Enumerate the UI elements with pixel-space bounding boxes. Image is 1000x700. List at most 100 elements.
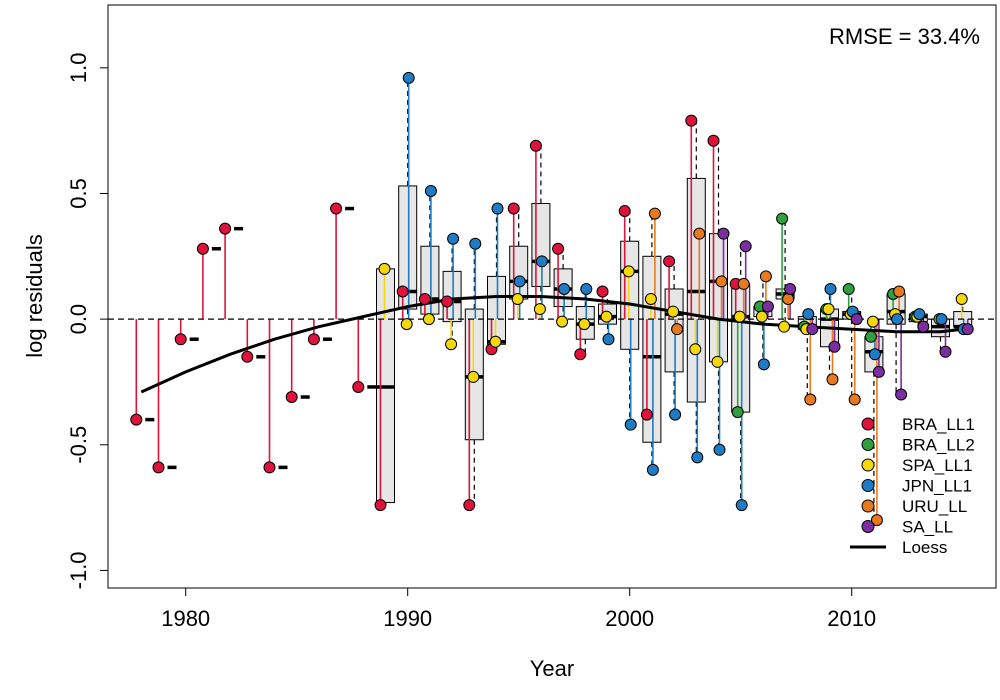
legend-marker: [861, 458, 875, 472]
data-point-uru_ll: [782, 293, 795, 306]
data-point-uru_ll: [893, 285, 906, 298]
data-point-uru_ll: [648, 207, 661, 220]
plot-area: [108, 71, 996, 527]
x-tick-label: 2000: [605, 606, 654, 631]
legend-label: SPA_LL1: [902, 456, 973, 475]
data-point-jpn_ll1: [735, 499, 748, 512]
data-point-jpn_ll1: [824, 282, 837, 295]
data-point-spa_ll1: [533, 303, 546, 316]
x-tick-label: 2010: [827, 606, 876, 631]
data-point-sa_ll: [917, 320, 930, 333]
data-point-spa_ll1: [467, 370, 480, 383]
y-axis-label: log residuals: [22, 234, 47, 358]
axes: 1980 1990 2000 2010 -1.0 -0.5 0.0 0.5 1.0: [66, 53, 876, 631]
legend-marker: [861, 520, 875, 533]
data-point-jpn_ll1: [802, 308, 815, 321]
data-point-bra_ll1: [241, 350, 254, 363]
data-point-bra_ll1: [330, 202, 343, 215]
data-point-uru_ll: [737, 277, 750, 290]
legend-label: BRA_LL2: [902, 436, 975, 455]
data-point-spa_ll1: [778, 320, 791, 333]
legend-label: JPN_LL1: [902, 477, 972, 496]
data-point-bra_ll1: [663, 255, 676, 268]
data-point-spa_ll1: [378, 262, 391, 275]
data-point-spa_ll1: [511, 293, 524, 306]
data-point-jpn_ll1: [669, 408, 682, 421]
x-axis-label: Year: [530, 656, 574, 681]
data-point-jpn_ll1: [624, 418, 637, 431]
x-tick-label: 1990: [383, 606, 432, 631]
legend-marker: [861, 499, 875, 513]
data-point-uru_ll: [804, 393, 817, 406]
data-point-bra_ll1: [307, 333, 320, 346]
data-point-jpn_ll1: [535, 255, 548, 268]
data-point-jpn_ll1: [558, 282, 571, 295]
y-tick-label: -1.0: [66, 551, 91, 589]
data-point-jpn_ll1: [913, 308, 926, 321]
data-point-spa_ll1: [622, 265, 635, 278]
data-point-bra_ll1: [552, 242, 565, 255]
data-point-spa_ll1: [822, 303, 835, 316]
data-point-spa_ll1: [556, 315, 569, 328]
loess-curve: [140, 295, 963, 394]
boxplot-box: [398, 185, 418, 310]
data-point-spa_ll1: [445, 338, 458, 351]
data-point-sa_ll: [850, 313, 863, 326]
boxplot-box: [487, 275, 506, 345]
data-point-bra_ll1: [707, 134, 720, 147]
data-point-bra_ll1: [374, 499, 387, 512]
y-tick-label: -0.5: [66, 426, 91, 464]
data-point-jpn_ll1: [713, 443, 726, 456]
legend-label: BRA_LL1: [902, 415, 975, 434]
data-point-jpn_ll1: [602, 333, 615, 346]
data-point-bra_ll1: [263, 461, 276, 474]
data-point-bra_ll1: [463, 499, 476, 512]
data-point-spa_ll1: [866, 315, 879, 328]
data-point-bra_ll1: [196, 242, 209, 255]
data-point-spa_ll1: [667, 305, 680, 318]
y-tick-label: 1.0: [66, 53, 91, 84]
boxplot-box: [620, 240, 640, 350]
data-point-jpn_ll1: [580, 282, 593, 295]
data-point-uru_ll: [715, 275, 728, 288]
data-point-uru_ll: [693, 227, 706, 240]
data-point-spa_ll1: [689, 343, 702, 356]
data-point-jpn_ll1: [469, 237, 482, 250]
data-point-bra_ll1: [529, 139, 542, 152]
legend-marker: [861, 438, 875, 451]
data-point-bra_ll2: [864, 330, 877, 343]
data-point-jpn_ll1: [891, 313, 904, 326]
data-point-uru_ll: [826, 373, 839, 386]
data-point-bra_ll1: [130, 413, 143, 426]
data-point-jpn_ll1: [513, 275, 526, 288]
data-point-sa_ll: [717, 227, 730, 240]
data-point-sa_ll: [806, 323, 819, 336]
data-point-sa_ll: [961, 323, 974, 336]
data-point-uru_ll: [759, 270, 772, 283]
data-point-bra_ll1: [640, 408, 653, 421]
legend-label: Loess: [902, 538, 947, 557]
data-point-sa_ll: [739, 240, 752, 253]
data-point-bra_ll1: [396, 285, 409, 298]
data-point-bra_ll2: [842, 282, 855, 295]
data-point-sa_ll: [828, 340, 841, 353]
data-point-bra_ll2: [731, 406, 744, 419]
data-point-jpn_ll1: [691, 451, 704, 464]
boxplot-box: [531, 203, 551, 287]
data-point-bra_ll1: [352, 380, 365, 393]
data-point-jpn_ll1: [402, 71, 415, 84]
data-point-spa_ll1: [422, 313, 435, 326]
data-point-spa_ll1: [955, 293, 968, 306]
data-point-bra_ll1: [152, 461, 165, 474]
data-point-jpn_ll1: [447, 232, 460, 245]
data-point-spa_ll1: [711, 355, 724, 368]
data-point-spa_ll1: [644, 293, 657, 306]
data-point-spa_ll1: [578, 318, 591, 331]
data-point-uru_ll: [848, 393, 861, 406]
data-point-uru_ll: [870, 514, 883, 527]
data-point-bra_ll1: [596, 285, 609, 298]
legend-label: URU_LL: [902, 497, 967, 516]
boxplot-box: [709, 233, 728, 363]
